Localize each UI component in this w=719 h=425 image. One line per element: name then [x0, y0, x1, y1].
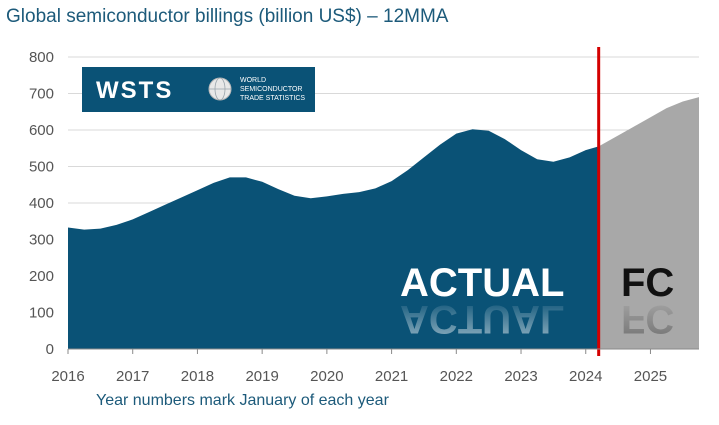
x-tick-label: 2020	[310, 368, 343, 385]
y-tick-label: 100	[29, 305, 54, 322]
y-tick-label: 400	[29, 195, 54, 212]
y-tick-label: 500	[29, 159, 54, 176]
x-tick-label: 2022	[440, 368, 473, 385]
x-tick-label: 2018	[181, 368, 214, 385]
x-tick-label: 2017	[116, 368, 149, 385]
y-tick-label: 800	[29, 49, 54, 66]
actual-area	[68, 129, 599, 349]
x-tick-label: 2025	[634, 368, 667, 385]
axes: 0 100 200 300 400 500 600 700 800 2016 2017 2018 201…	[29, 47, 699, 385]
forecast-area	[598, 97, 699, 349]
actual-label: ACTUAL	[400, 261, 564, 305]
y-tick-label: 200	[29, 268, 54, 285]
x-tick-label: 2023	[504, 368, 537, 385]
forecast-label-reflection: FC	[621, 297, 674, 341]
area-series	[68, 97, 699, 349]
x-tick-label: 2021	[375, 368, 408, 385]
actual-label-reflection: ACTUAL	[400, 297, 564, 341]
x-tick-label: 2016	[51, 368, 84, 385]
forecast-label: FC	[621, 261, 674, 305]
y-tick-label: 600	[29, 122, 54, 139]
y-tick-label: 300	[29, 232, 54, 249]
y-tick-label: 700	[29, 86, 54, 103]
x-tick-label: 2024	[569, 368, 602, 385]
logo-line-3: TRADE STATISTICS	[240, 95, 305, 102]
x-axis-note: Year numbers mark January of each year	[96, 392, 389, 409]
logo-wordmark: WSTS	[96, 77, 173, 104]
chart-title: Global semiconductor billings (billion U…	[6, 6, 449, 27]
logo-line-2: SEMICONDUCTOR	[240, 86, 302, 93]
x-tick-label: 2019	[245, 368, 278, 385]
y-tick-label: 0	[46, 341, 54, 358]
logo-box	[82, 67, 315, 112]
logo-line-1: WORLD	[240, 77, 266, 84]
wsts-logo: WSTS WORLD SEMICONDUCTOR TRADE STATISTICS	[82, 67, 315, 112]
